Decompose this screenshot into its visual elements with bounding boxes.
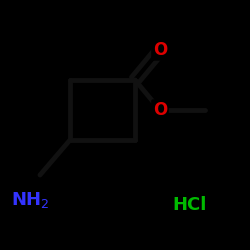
Text: O: O — [153, 101, 167, 119]
Text: O: O — [153, 41, 167, 59]
Text: HCl: HCl — [173, 196, 207, 214]
Text: NH$_2$: NH$_2$ — [11, 190, 49, 210]
